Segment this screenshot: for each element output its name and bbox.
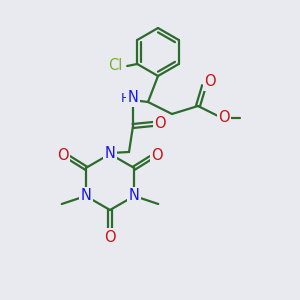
Text: N: N: [105, 146, 116, 161]
Text: O: O: [218, 110, 230, 125]
Text: O: O: [152, 148, 163, 163]
Text: O: O: [104, 230, 116, 244]
Text: N: N: [129, 188, 140, 203]
Text: N: N: [80, 188, 91, 203]
Text: H: H: [120, 92, 130, 104]
Text: O: O: [57, 148, 69, 163]
Text: Cl: Cl: [108, 58, 122, 73]
Text: O: O: [154, 116, 166, 131]
Text: N: N: [128, 91, 138, 106]
Text: O: O: [204, 74, 216, 89]
